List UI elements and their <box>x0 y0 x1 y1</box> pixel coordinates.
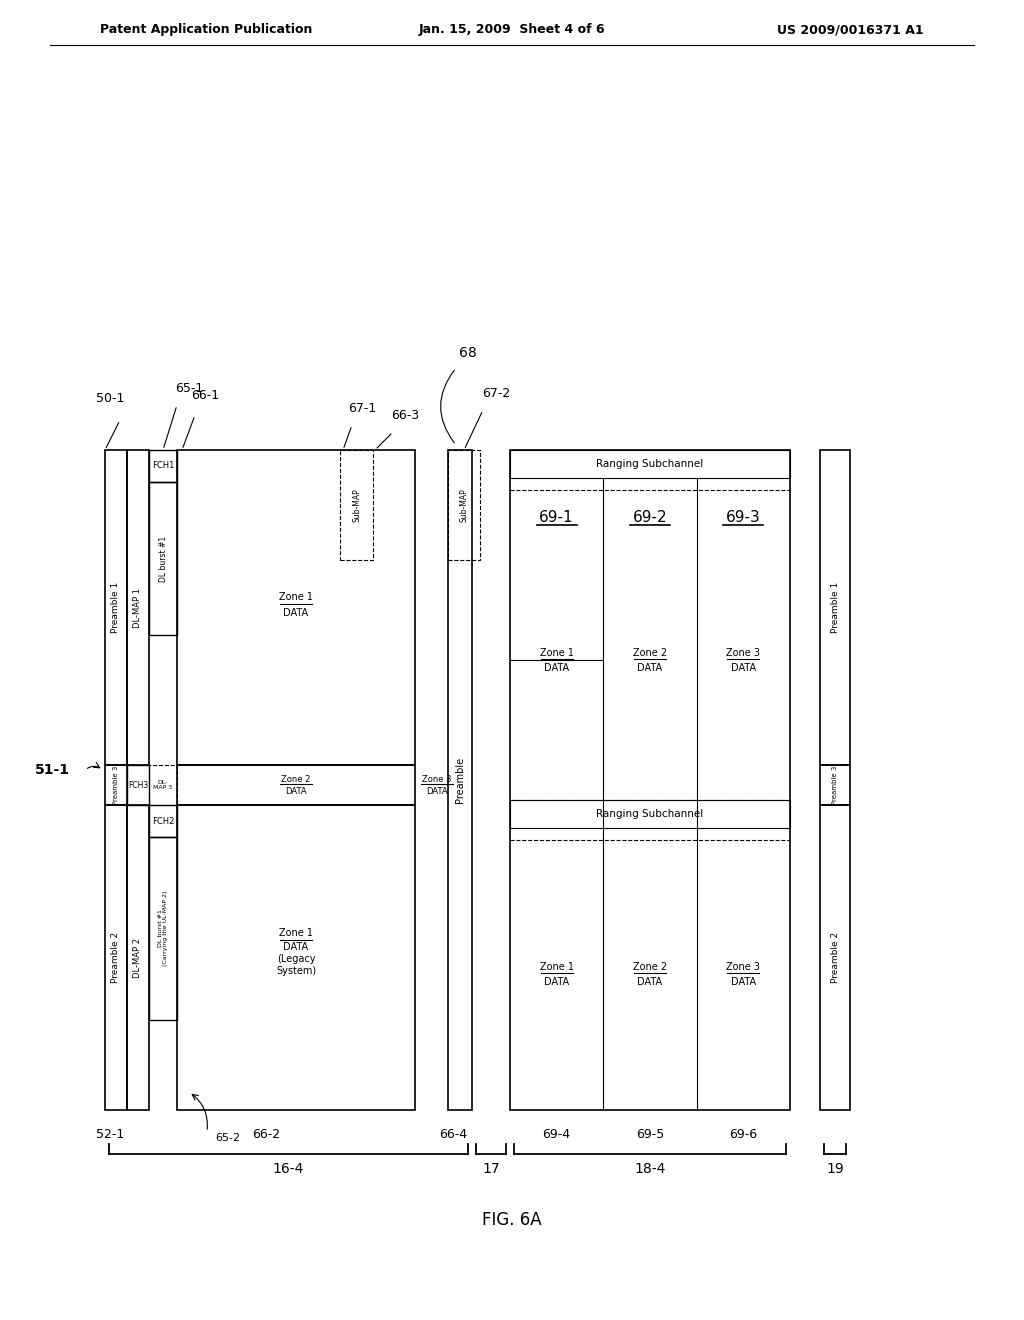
Text: 68: 68 <box>459 346 477 360</box>
Bar <box>150 482 177 635</box>
Text: Zone 2: Zone 2 <box>282 775 310 784</box>
Text: Zone 1: Zone 1 <box>540 648 573 657</box>
Text: (Legacy: (Legacy <box>276 954 315 965</box>
Bar <box>127 805 150 1110</box>
Text: DATA: DATA <box>637 977 663 987</box>
Text: 66-2: 66-2 <box>253 1129 281 1140</box>
Text: Zone 1: Zone 1 <box>279 593 313 602</box>
Text: 67-1: 67-1 <box>348 403 376 414</box>
Bar <box>127 450 150 766</box>
Text: 69-2: 69-2 <box>633 511 668 525</box>
Bar <box>177 805 415 1110</box>
Text: DATA: DATA <box>637 663 663 673</box>
Text: 16-4: 16-4 <box>272 1162 304 1176</box>
Text: 50-1: 50-1 <box>96 392 124 405</box>
Text: Zone 2: Zone 2 <box>633 962 667 972</box>
Text: 66-3: 66-3 <box>391 409 419 422</box>
Text: Preamble 2: Preamble 2 <box>830 932 840 983</box>
Text: DATA: DATA <box>544 977 569 987</box>
Bar <box>820 450 850 766</box>
Text: DATA: DATA <box>731 977 756 987</box>
Text: 19: 19 <box>826 1162 844 1176</box>
Text: US 2009/0016371 A1: US 2009/0016371 A1 <box>777 24 924 37</box>
Text: 65-2: 65-2 <box>215 1133 240 1143</box>
Text: 51-1: 51-1 <box>35 763 70 777</box>
Text: DL-MAP 1: DL-MAP 1 <box>133 587 142 627</box>
Text: 52-1: 52-1 <box>96 1129 124 1140</box>
Text: FCH2: FCH2 <box>152 817 174 825</box>
Text: DATA: DATA <box>286 788 307 796</box>
Text: DATA: DATA <box>731 663 756 673</box>
Bar <box>150 450 177 482</box>
Text: 67-2: 67-2 <box>482 387 510 400</box>
Text: 18-4: 18-4 <box>634 1162 666 1176</box>
Text: DL burst #1: DL burst #1 <box>159 536 168 582</box>
Text: Zone 3: Zone 3 <box>726 962 761 972</box>
Text: Preamble 2: Preamble 2 <box>112 932 121 983</box>
Text: FCH3: FCH3 <box>128 780 148 789</box>
Text: Jan. 15, 2009  Sheet 4 of 6: Jan. 15, 2009 Sheet 4 of 6 <box>419 24 605 37</box>
Text: Zone 1: Zone 1 <box>540 962 573 972</box>
Text: Preamble 3: Preamble 3 <box>113 766 119 805</box>
Text: Ranging Subchannel: Ranging Subchannel <box>596 459 703 469</box>
Bar <box>449 450 480 560</box>
Text: Zone 2: Zone 2 <box>633 648 667 657</box>
Text: 65-1: 65-1 <box>175 381 203 395</box>
Bar <box>820 805 850 1110</box>
Bar <box>105 766 127 805</box>
Text: 66-1: 66-1 <box>190 389 219 403</box>
Text: Zone 1: Zone 1 <box>279 928 313 937</box>
Text: DATA: DATA <box>284 607 308 618</box>
Text: Sub-MAP: Sub-MAP <box>352 488 361 521</box>
Text: 66-4: 66-4 <box>439 1129 467 1140</box>
Bar <box>510 450 790 1110</box>
Text: Patent Application Publication: Patent Application Publication <box>100 24 312 37</box>
Text: Zone 3: Zone 3 <box>726 648 761 657</box>
Bar <box>510 450 790 478</box>
Text: DL-
MAP 3: DL- MAP 3 <box>154 780 173 791</box>
Text: DATA: DATA <box>544 663 569 673</box>
Text: DL burst #1
(Carrying the UL-MAP 2): DL burst #1 (Carrying the UL-MAP 2) <box>158 891 168 966</box>
Text: 17: 17 <box>482 1162 500 1176</box>
Bar <box>177 766 415 805</box>
Text: 69-1: 69-1 <box>540 511 574 525</box>
Text: Preamble 1: Preamble 1 <box>112 582 121 634</box>
Bar <box>150 766 177 805</box>
Text: 69-3: 69-3 <box>726 511 761 525</box>
Text: DATA: DATA <box>284 942 308 953</box>
Bar <box>105 450 127 766</box>
Bar <box>127 766 150 805</box>
Text: 69-6: 69-6 <box>729 1129 758 1140</box>
Bar <box>820 766 850 805</box>
Text: Preamble 1: Preamble 1 <box>830 582 840 634</box>
Text: 69-5: 69-5 <box>636 1129 665 1140</box>
Text: Zone 3: Zone 3 <box>422 775 452 784</box>
Text: Sub-MAP: Sub-MAP <box>460 488 469 521</box>
Text: 69-4: 69-4 <box>543 1129 570 1140</box>
Text: Ranging Subchannel: Ranging Subchannel <box>596 809 703 818</box>
Bar <box>449 450 472 1110</box>
Text: Preamble: Preamble <box>455 756 465 803</box>
Text: FCH1: FCH1 <box>152 462 174 470</box>
Text: DL-MAP 2: DL-MAP 2 <box>133 937 142 978</box>
Bar <box>340 450 373 560</box>
Text: DATA: DATA <box>426 788 447 796</box>
Bar <box>510 800 790 828</box>
Text: FIG. 6A: FIG. 6A <box>482 1210 542 1229</box>
Bar <box>177 450 415 766</box>
Text: System): System) <box>275 966 316 977</box>
Text: Preamble 3: Preamble 3 <box>831 766 838 805</box>
Bar <box>105 805 127 1110</box>
Bar <box>150 837 177 1020</box>
Bar <box>150 805 177 837</box>
